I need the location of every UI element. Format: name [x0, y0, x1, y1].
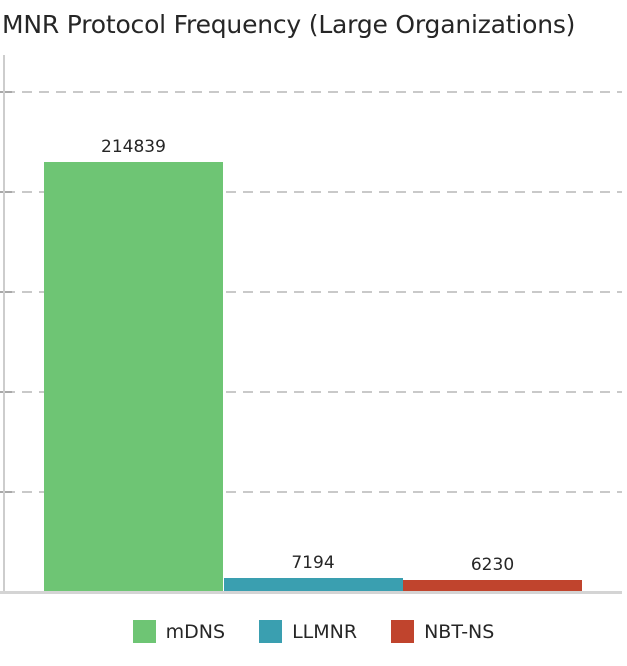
y-axis-tick [0, 291, 12, 293]
bar-mdns [44, 162, 223, 592]
legend-item-llmnr: LLMNR [259, 620, 357, 643]
legend-label-mdns: mDNS [165, 620, 226, 643]
plot-area: 214839 7194 6230 [0, 55, 627, 594]
chart-title: MNR Protocol Frequency (Large Organizati… [2, 10, 576, 39]
legend-swatch-llmnr [259, 620, 283, 643]
legend-label-llmnr: LLMNR [292, 620, 358, 643]
bar-value-label-nbt-ns: 6230 [470, 555, 515, 575]
gridline [5, 191, 622, 193]
y-axis-tick [0, 191, 12, 193]
legend-label-nbt-ns: NBT-NS [424, 620, 495, 643]
legend-item-nbt-ns: NBT-NS [391, 620, 494, 643]
bar-value-label-llmnr: 7194 [291, 553, 335, 573]
x-axis-baseline [0, 591, 622, 594]
bar-nbt-ns [403, 580, 582, 592]
gridline [5, 391, 622, 393]
gridline [5, 291, 622, 293]
bar-llmnr [223, 578, 403, 592]
legend-swatch-mdns [132, 620, 156, 643]
y-axis-tick [0, 391, 12, 393]
legend-swatch-nbt-ns [391, 620, 415, 643]
y-axis-tick [0, 91, 12, 93]
bar-value-label-mdns: 214839 [101, 137, 166, 157]
gridline [5, 491, 622, 493]
gridline [5, 91, 622, 93]
y-axis-tick [0, 491, 12, 493]
y-axis-spine [3, 55, 5, 592]
legend: mDNS LLMNR NBT-NS [0, 620, 627, 643]
legend-item-mdns: mDNS [132, 620, 226, 643]
